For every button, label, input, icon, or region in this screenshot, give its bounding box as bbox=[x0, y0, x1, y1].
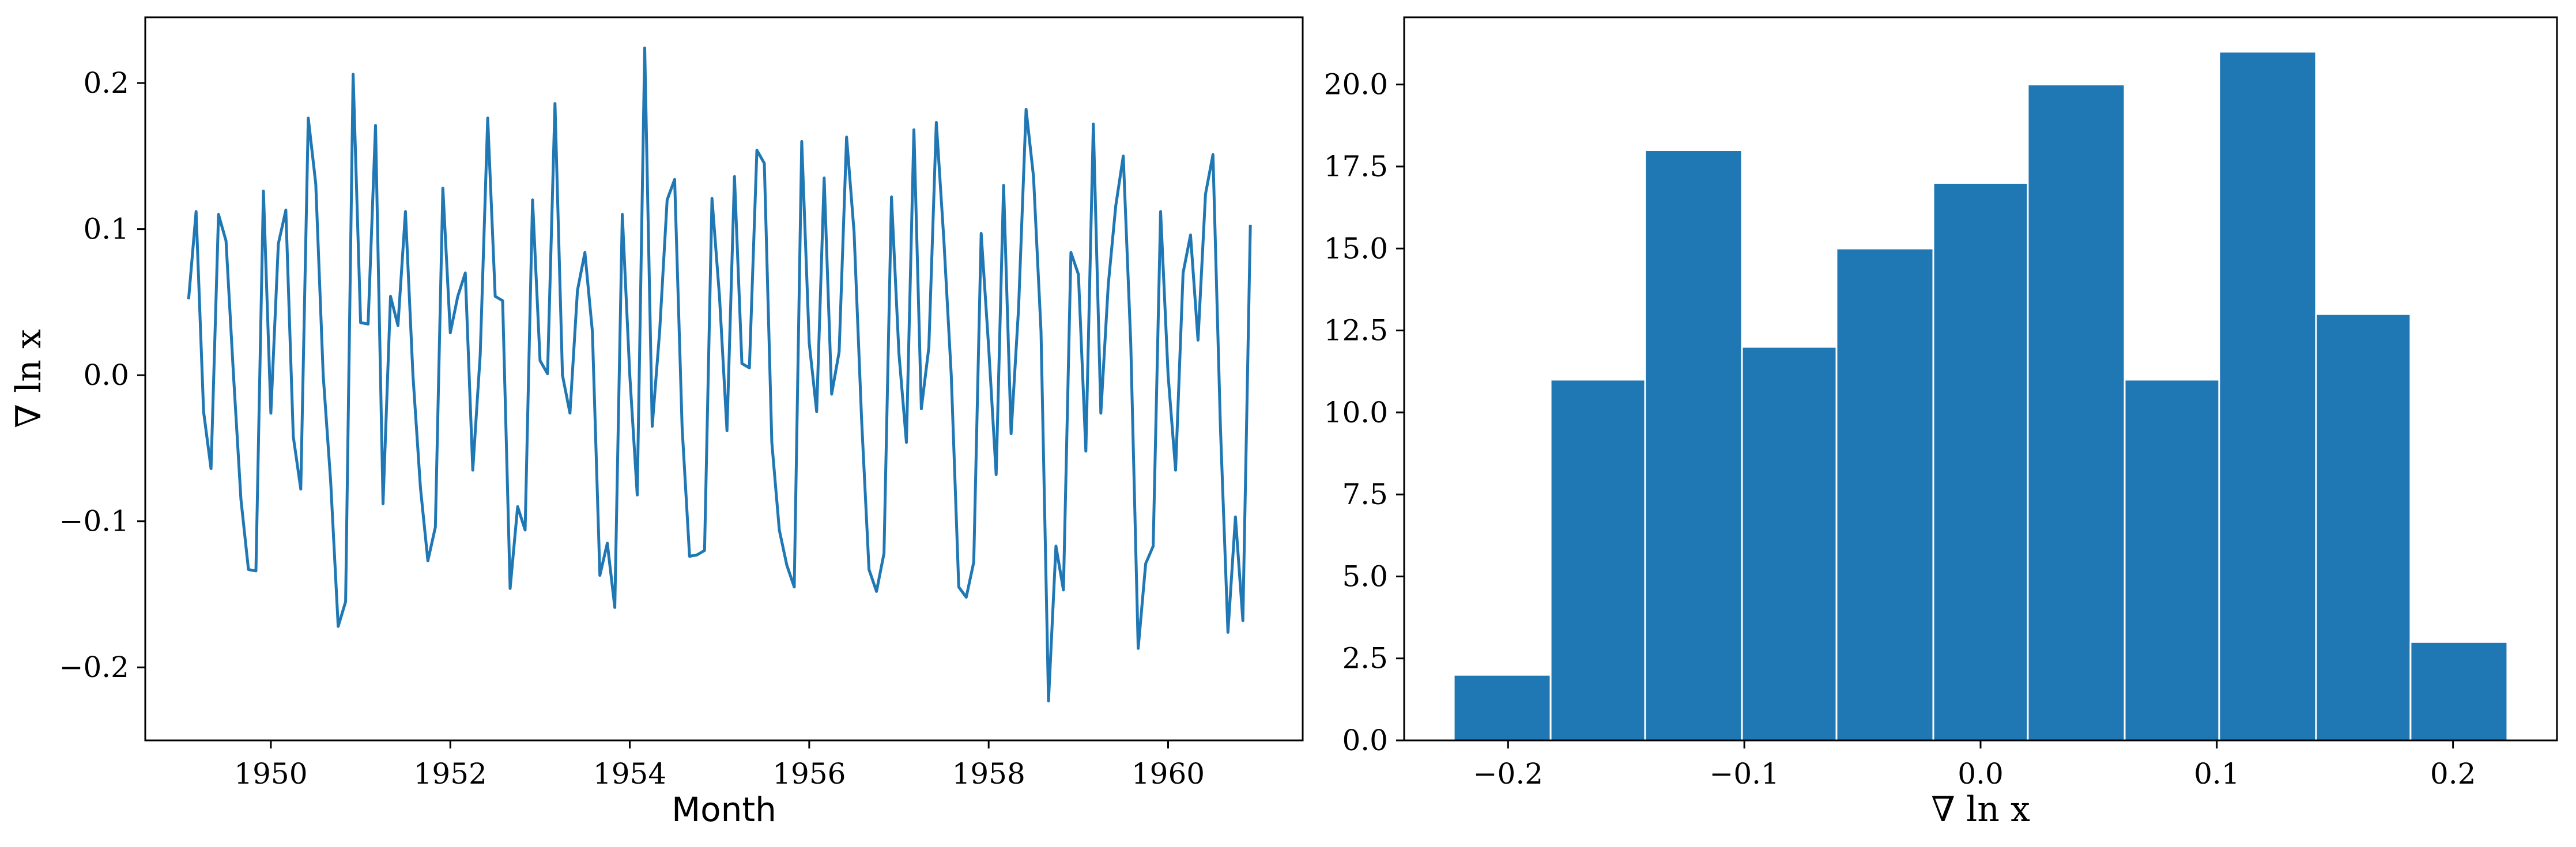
histogram-x-tick-label: −0.2 bbox=[1473, 757, 1543, 791]
time-series-y-tick-label: −0.2 bbox=[59, 651, 129, 684]
histogram-y-tick-label: 17.5 bbox=[1324, 150, 1388, 183]
histogram-bar bbox=[1453, 674, 1552, 742]
time-series-x-tick-label: 1954 bbox=[593, 757, 666, 791]
histogram-bar bbox=[2027, 84, 2126, 742]
time-series-line-layer bbox=[187, 46, 1252, 702]
time-series-x-tick-label: 1952 bbox=[414, 757, 487, 791]
time-series-panel: 1950 1952 1954 1956 1958 1960 −0.2 −0.1 0.0 0.1 0.… bbox=[9, 16, 1304, 829]
time-series-axes-frame bbox=[144, 16, 1304, 742]
time-series-x-axis-label: Month bbox=[672, 790, 776, 829]
histogram-y-tick-label: 15.0 bbox=[1324, 232, 1388, 265]
histogram-bar bbox=[2315, 313, 2412, 742]
histogram-x-tick-label: 0.2 bbox=[2430, 757, 2476, 791]
histogram-x-tick-label: −0.1 bbox=[1709, 757, 1779, 791]
histogram-bar bbox=[2124, 379, 2220, 742]
histogram-y-tick-label: 2.5 bbox=[1342, 642, 1388, 675]
histogram-bar bbox=[2218, 51, 2317, 742]
time-series-y-tick-label: 0.2 bbox=[83, 66, 129, 100]
histogram-x-tick-label: 0.1 bbox=[2194, 757, 2240, 791]
histogram-x-tick-label: 0.0 bbox=[1958, 757, 2004, 791]
time-series-y-tick-label: 0.1 bbox=[83, 213, 129, 246]
histogram-bar bbox=[1644, 149, 1743, 742]
time-series-ticks: 1950 1952 1954 1956 1958 1960 −0.2 −0.1 0.0 0.1 0.… bbox=[59, 66, 1205, 791]
histogram-y-tick-label: 20.0 bbox=[1324, 68, 1388, 101]
time-series-line bbox=[187, 46, 1252, 702]
time-series-y-tick-label: −0.1 bbox=[59, 505, 129, 538]
histogram-y-tick-label: 10.0 bbox=[1324, 396, 1388, 429]
histogram-bar bbox=[1932, 181, 2029, 742]
histogram-x-axis-label: ∇ ln x bbox=[1931, 789, 2030, 830]
histogram-bar bbox=[2409, 641, 2509, 742]
histogram-panel: −0.2 −0.1 0.0 0.1 0.2 0.0 2.5 5.0 7.5 10.0 12.5 15.… bbox=[1324, 16, 2558, 830]
histogram-y-tick-label: 7.5 bbox=[1342, 478, 1388, 511]
time-series-x-tick-label: 1956 bbox=[772, 757, 846, 791]
histogram-y-tick-label: 5.0 bbox=[1342, 559, 1388, 593]
histogram-bars-layer bbox=[1453, 51, 2509, 742]
histogram-bar bbox=[1835, 247, 1934, 742]
histogram-bar bbox=[1549, 379, 1646, 742]
histogram-bar bbox=[1741, 346, 1838, 742]
time-series-x-tick-label: 1958 bbox=[952, 757, 1025, 791]
histogram-y-tick-label: 0.0 bbox=[1342, 724, 1388, 757]
time-series-x-tick-label: 1950 bbox=[234, 757, 307, 791]
time-series-x-tick-label: 1960 bbox=[1132, 757, 1205, 791]
time-series-y-tick-label: 0.0 bbox=[83, 358, 129, 392]
time-series-y-axis-label: ∇ ln x bbox=[9, 329, 49, 428]
histogram-y-tick-label: 12.5 bbox=[1324, 314, 1388, 347]
histogram-ticks: −0.2 −0.1 0.0 0.1 0.2 0.0 2.5 5.0 7.5 10.0 12.5 15.… bbox=[1324, 68, 2476, 791]
